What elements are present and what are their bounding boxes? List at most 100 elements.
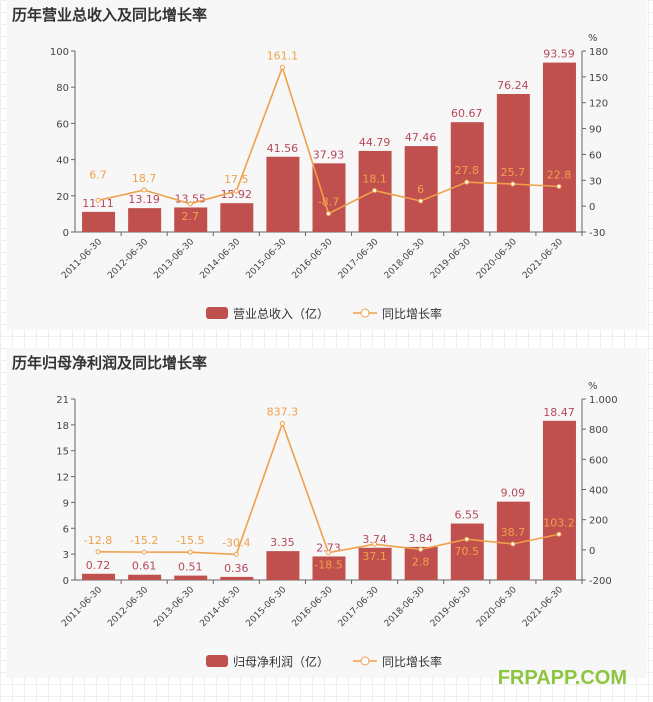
y2-tick-label: 800 bbox=[589, 425, 608, 436]
bar bbox=[312, 163, 346, 232]
legend-line-label: 同比增长率 bbox=[382, 654, 442, 669]
chart-title: 历年归母净利润及同比增长率 bbox=[12, 354, 208, 372]
bar bbox=[220, 203, 254, 232]
growth-point bbox=[418, 546, 424, 552]
growth-point bbox=[95, 197, 101, 203]
bar bbox=[542, 420, 576, 580]
growth-point bbox=[556, 531, 562, 537]
y2-unit-label: % bbox=[588, 381, 598, 392]
bar bbox=[82, 573, 116, 580]
growth-value-label: 70.5 bbox=[455, 545, 480, 558]
growth-point bbox=[279, 64, 285, 70]
watermark: FRPAPP.COM bbox=[497, 667, 627, 689]
bar-value-label: 44.79 bbox=[359, 136, 391, 149]
y-tick-label: 6 bbox=[63, 524, 69, 535]
growth-value-label: 37.1 bbox=[362, 550, 387, 563]
x-tick-label: 2021-06-30 bbox=[521, 237, 565, 281]
bar bbox=[82, 211, 116, 232]
growth-value-label: -30.4 bbox=[222, 536, 250, 549]
chart-title: 历年营业总收入及同比增长率 bbox=[12, 6, 208, 24]
y2-tick-label: 0 bbox=[589, 546, 595, 557]
bar bbox=[128, 208, 162, 232]
growth-value-label: -18.5 bbox=[314, 559, 342, 572]
x-tick-label: 2016-06-30 bbox=[291, 585, 335, 629]
y2-tick-label: 30 bbox=[589, 176, 602, 187]
profit-chart-panel: 历年归母净利润及同比增长率 0 3 6 9 12 15 18 21 -200 0 200 400 600… bbox=[6, 348, 647, 678]
growth-value-label: 25.7 bbox=[501, 166, 526, 179]
y-tick-label: 80 bbox=[56, 83, 69, 94]
growth-point bbox=[233, 551, 239, 557]
revenue-chart-panel: 历年营业总收入及同比增长率 0 20 40 60 80 100 -30 0 30 60 90 120 1… bbox=[6, 0, 647, 330]
x-tick-label: 2021-06-30 bbox=[521, 585, 565, 629]
bar bbox=[404, 146, 438, 232]
growth-value-label: 27.8 bbox=[455, 164, 480, 177]
bar-value-label: 41.56 bbox=[267, 142, 299, 155]
x-tick-label: 2011-06-30 bbox=[60, 237, 104, 281]
y2-tick-label: 60 bbox=[589, 150, 602, 161]
growth-value-label: 17.5 bbox=[224, 173, 249, 186]
bar bbox=[450, 122, 484, 232]
growth-value-label: 6.7 bbox=[89, 168, 107, 181]
x-tick-label: 2014-06-30 bbox=[198, 585, 242, 629]
bar bbox=[220, 576, 254, 580]
y-tick-label: 100 bbox=[50, 47, 69, 58]
profit-chart: 0 3 6 9 12 15 18 21 -200 0 200 400 600 800 1.000% 2011-… bbox=[56, 381, 618, 669]
y-tick-label: 0 bbox=[63, 228, 69, 239]
growth-point bbox=[187, 201, 193, 207]
bar bbox=[174, 207, 208, 232]
bar bbox=[358, 547, 392, 580]
growth-value-label: 161.1 bbox=[267, 49, 299, 62]
growth-point bbox=[95, 549, 101, 555]
growth-point bbox=[141, 549, 147, 555]
bar-value-label: 0.51 bbox=[178, 561, 203, 574]
growth-point bbox=[326, 550, 331, 556]
bar bbox=[312, 556, 346, 580]
growth-value-label: 6 bbox=[417, 183, 424, 196]
bar-value-label: 15.92 bbox=[221, 188, 253, 201]
growth-value-label: 103.2 bbox=[543, 516, 575, 529]
growth-point bbox=[279, 421, 285, 427]
y-tick-label: 40 bbox=[56, 156, 69, 167]
growth-value-label: 38.7 bbox=[501, 526, 526, 539]
growth-value-label: -12.8 bbox=[84, 534, 112, 547]
legend-bar-label: 营业总收入（亿） bbox=[233, 306, 329, 321]
bar-value-label: 0.36 bbox=[224, 562, 249, 575]
bar bbox=[266, 156, 300, 232]
growth-value-label: 837.3 bbox=[267, 406, 299, 419]
x-tick-label: 2019-06-30 bbox=[429, 585, 473, 629]
legend-bar-swatch bbox=[206, 655, 228, 667]
bar-value-label: 76.24 bbox=[497, 79, 529, 92]
x-tick-label: 2012-06-30 bbox=[106, 237, 150, 281]
x-tick-label: 2015-06-30 bbox=[244, 585, 288, 629]
growth-point bbox=[464, 179, 470, 185]
x-tick-label: 2012-06-30 bbox=[106, 585, 150, 629]
growth-value-label: -8.7 bbox=[318, 196, 339, 209]
bar-value-label: 47.46 bbox=[405, 131, 437, 144]
bar-value-label: 37.93 bbox=[313, 148, 345, 161]
x-tick-label: 2013-06-30 bbox=[152, 585, 196, 629]
bar-value-label: 0.61 bbox=[132, 560, 157, 573]
bar-value-label: 3.84 bbox=[408, 532, 433, 545]
y-tick-label: 18 bbox=[56, 421, 69, 432]
bar-value-label: 6.55 bbox=[455, 509, 480, 522]
growth-line bbox=[98, 421, 560, 556]
bar-value-label: 3.74 bbox=[362, 533, 387, 546]
y2-tick-label: 150 bbox=[589, 73, 608, 84]
bar-value-label: 13.19 bbox=[128, 193, 160, 206]
growth-point bbox=[326, 211, 331, 217]
x-tick-label: 2020-06-30 bbox=[475, 585, 519, 629]
growth-point bbox=[556, 183, 562, 189]
y2-tick-label: 0 bbox=[589, 202, 595, 213]
bar-value-label: 60.67 bbox=[451, 107, 483, 120]
x-tick-label: 2018-06-30 bbox=[383, 585, 427, 629]
bar bbox=[542, 62, 576, 233]
growth-point bbox=[141, 187, 147, 193]
y2-tick-label: 200 bbox=[589, 516, 608, 527]
x-tick-label: 2016-06-30 bbox=[291, 237, 335, 281]
revenue-chart: 0 20 40 60 80 100 -30 0 30 60 90 120 150 180% 2011-06-… bbox=[50, 33, 608, 321]
bar-value-label: 9.09 bbox=[501, 487, 526, 500]
growth-point bbox=[233, 188, 239, 194]
y2-tick-label: 1.000 bbox=[589, 395, 618, 406]
x-tick-label: 2013-06-30 bbox=[152, 237, 196, 281]
y2-tick-label: 90 bbox=[589, 125, 602, 136]
